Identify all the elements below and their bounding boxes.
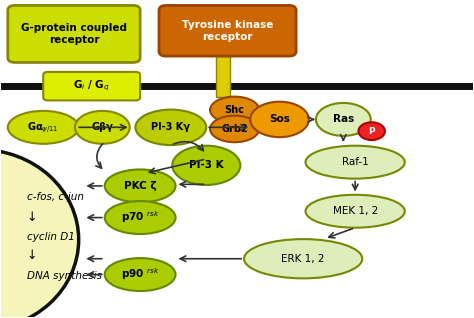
Ellipse shape bbox=[210, 97, 259, 123]
Text: cyclin D1: cyclin D1 bbox=[27, 232, 74, 242]
Ellipse shape bbox=[306, 195, 405, 228]
Text: Ras: Ras bbox=[333, 114, 354, 124]
Bar bbox=[216, 51, 230, 97]
Ellipse shape bbox=[306, 146, 405, 179]
Ellipse shape bbox=[210, 116, 259, 142]
Text: Raf-1: Raf-1 bbox=[342, 157, 368, 167]
Text: DNA synthesis: DNA synthesis bbox=[27, 271, 102, 281]
FancyBboxPatch shape bbox=[8, 5, 140, 62]
Ellipse shape bbox=[105, 258, 175, 291]
Ellipse shape bbox=[316, 103, 371, 136]
Text: PI-3 K: PI-3 K bbox=[189, 160, 224, 170]
FancyBboxPatch shape bbox=[43, 72, 140, 100]
Ellipse shape bbox=[172, 146, 240, 185]
Text: ERK 1, 2: ERK 1, 2 bbox=[282, 254, 325, 264]
Text: P: P bbox=[368, 127, 375, 136]
Text: PKC ζ: PKC ζ bbox=[124, 181, 156, 191]
Ellipse shape bbox=[136, 110, 206, 145]
Text: c-fos, c-jun: c-fos, c-jun bbox=[27, 192, 84, 202]
Text: Shc: Shc bbox=[225, 105, 245, 115]
Ellipse shape bbox=[0, 149, 79, 318]
Ellipse shape bbox=[250, 102, 309, 137]
Ellipse shape bbox=[105, 201, 175, 234]
Text: PI-3 Kγ: PI-3 Kγ bbox=[151, 122, 191, 132]
Text: MEK 1, 2: MEK 1, 2 bbox=[333, 206, 378, 216]
Ellipse shape bbox=[8, 111, 79, 144]
Text: p90 $^{rsk}$: p90 $^{rsk}$ bbox=[121, 267, 160, 282]
Text: Gβγ: Gβγ bbox=[91, 122, 113, 132]
Text: G$_i$ / G$_q$: G$_i$ / G$_q$ bbox=[73, 79, 110, 93]
FancyBboxPatch shape bbox=[159, 5, 296, 56]
Text: Gα$_{ψ/11}$: Gα$_{ψ/11}$ bbox=[27, 120, 59, 135]
Text: ↓: ↓ bbox=[27, 211, 37, 224]
Text: ↓: ↓ bbox=[27, 249, 37, 262]
Ellipse shape bbox=[244, 239, 362, 278]
Circle shape bbox=[358, 122, 385, 140]
Text: Tyrosine kinase
receptor: Tyrosine kinase receptor bbox=[182, 20, 273, 42]
Text: G-protein coupled
receptor: G-protein coupled receptor bbox=[21, 23, 127, 45]
Text: Sos: Sos bbox=[269, 114, 290, 124]
Text: p70 $^{rsk}$: p70 $^{rsk}$ bbox=[121, 210, 160, 225]
Text: Grb2: Grb2 bbox=[221, 124, 248, 134]
Ellipse shape bbox=[75, 111, 130, 144]
Ellipse shape bbox=[105, 169, 175, 202]
